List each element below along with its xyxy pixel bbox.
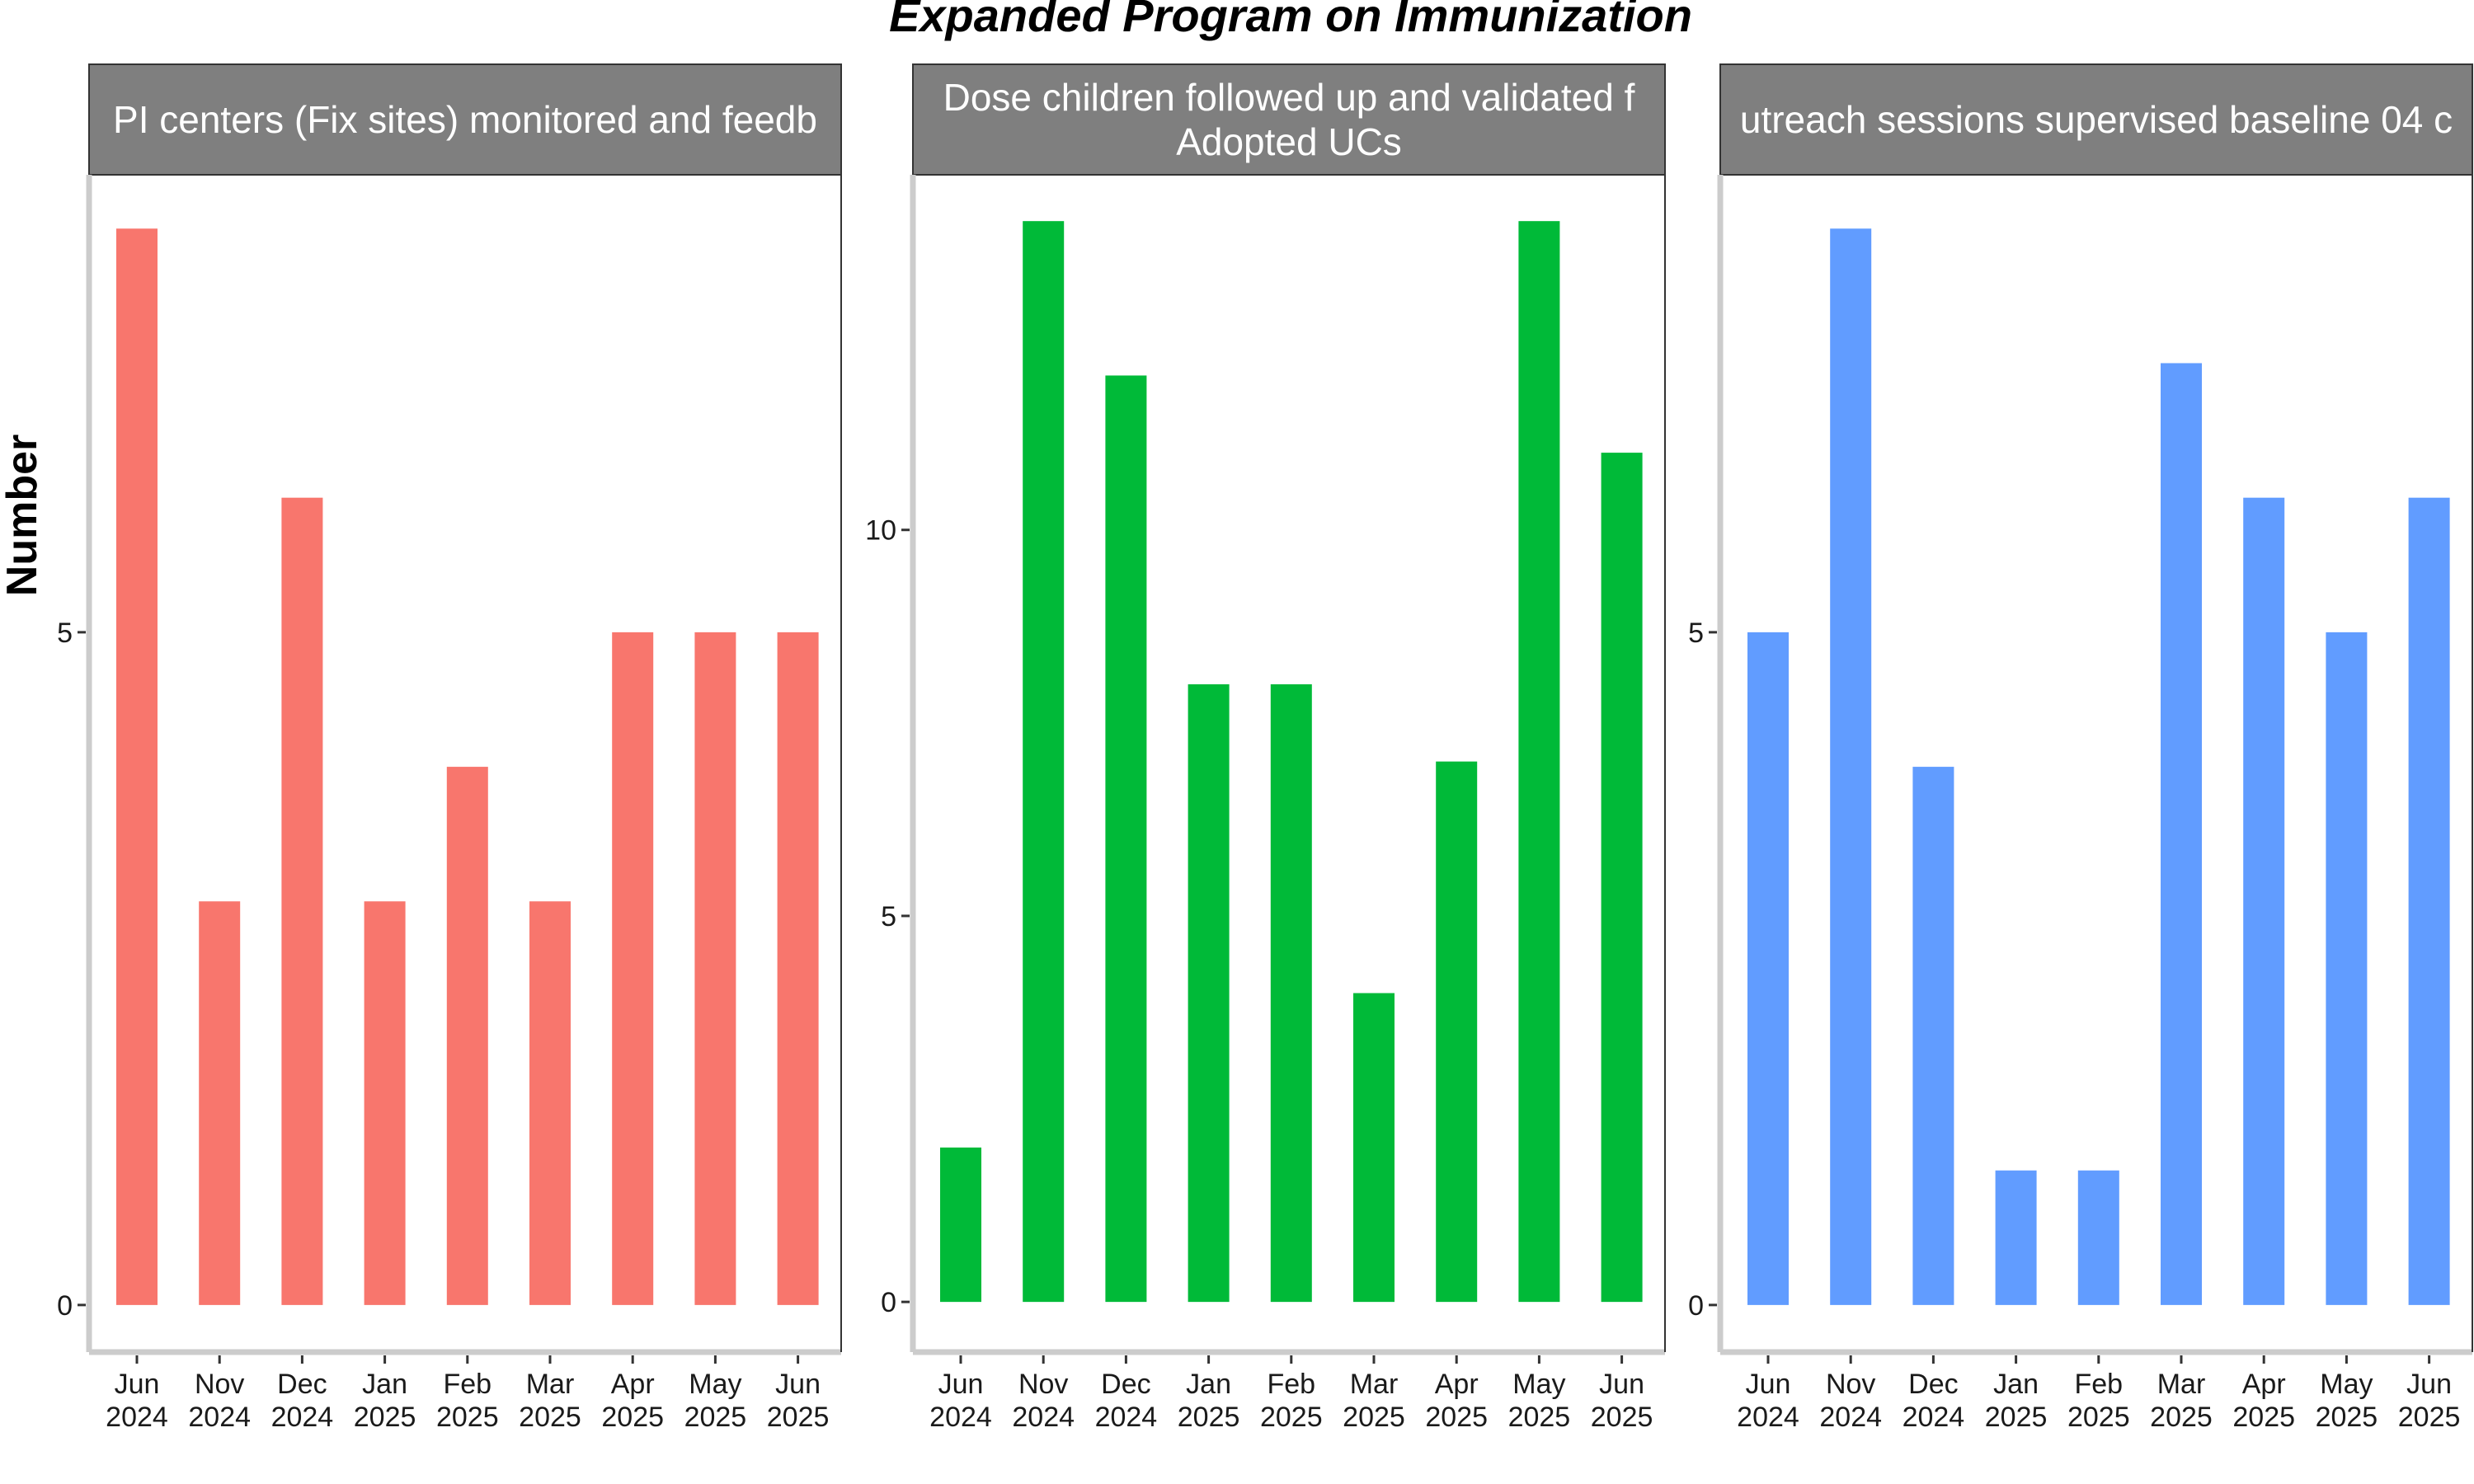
bar-1-9: [777, 632, 819, 1305]
x-tick-label-1-4-year: 2025: [354, 1402, 416, 1433]
y-tick-label-3-5: 5: [1688, 618, 1704, 649]
facet-strip-3: [1719, 63, 2473, 176]
x-tick-label-1-9-month: Jun: [775, 1369, 821, 1400]
bar-3-4: [1995, 1170, 2037, 1305]
facet-strip-label-2-line-1: Dose children followed up and validated …: [943, 76, 1635, 119]
x-tick-label-2-9-month: Jun: [1599, 1369, 1644, 1400]
bar-3-1: [1747, 632, 1789, 1305]
x-tick-label-3-2-year: 2024: [1819, 1402, 1882, 1433]
x-tick-label-2-3-year: 2024: [1095, 1402, 1158, 1433]
bar-1-3: [281, 497, 323, 1305]
x-tick-label-2-1-year: 2024: [929, 1402, 992, 1433]
bar-2-5: [1270, 684, 1312, 1303]
facet-strip-label-2-line-2: Adopted UCs: [1176, 120, 1402, 163]
bar-2-3: [1105, 375, 1147, 1303]
x-tick-label-3-9-year: 2025: [2398, 1402, 2461, 1433]
bar-3-5: [2077, 1170, 2119, 1305]
x-tick-label-1-5-year: 2025: [436, 1402, 499, 1433]
x-tick-label-3-8-month: May: [2320, 1369, 2373, 1400]
bar-1-1: [116, 228, 158, 1305]
x-tick-label-3-6-month: Mar: [2157, 1369, 2206, 1400]
bar-2-6: [1353, 993, 1395, 1303]
x-tick-label-2-4-month: Jan: [1186, 1369, 1231, 1400]
bar-3-6: [2161, 363, 2202, 1305]
bar-3-7: [2243, 497, 2285, 1305]
facet-strip-1: [88, 63, 842, 176]
x-tick-label-2-4-year: 2025: [1178, 1402, 1240, 1433]
x-tick-label-3-4-month: Jan: [1993, 1369, 2039, 1400]
x-tick-label-2-7-month: Apr: [1435, 1369, 1479, 1400]
x-tick-label-2-1-month: Jun: [938, 1369, 984, 1400]
x-tick-label-3-1-year: 2024: [1737, 1402, 1799, 1433]
x-tick-label-1-1-month: Jun: [115, 1369, 160, 1400]
bar-3-8: [2326, 632, 2368, 1305]
y-axis-label: Number: [0, 434, 46, 596]
x-tick-label-2-6-year: 2025: [1343, 1402, 1405, 1433]
y-tick-label-2-10: 10: [865, 515, 896, 547]
bar-2-8: [1518, 221, 1560, 1303]
y-tick-label-2-5: 5: [881, 901, 896, 932]
chart-title: Expanded Program on Immunization: [889, 0, 1692, 41]
bar-3-9: [2408, 497, 2450, 1305]
x-tick-label-2-8-month: May: [1512, 1369, 1565, 1400]
x-tick-label-1-1-year: 2024: [106, 1402, 168, 1433]
x-tick-label-2-3-month: Dec: [1101, 1369, 1150, 1400]
bar-1-2: [199, 901, 241, 1305]
x-tick-label-3-5-year: 2025: [2067, 1402, 2130, 1433]
x-tick-label-3-5-month: Feb: [2075, 1369, 2124, 1400]
x-tick-label-3-9-month: Jun: [2406, 1369, 2452, 1400]
x-tick-label-2-7-year: 2025: [1425, 1402, 1488, 1433]
bar-1-8: [694, 632, 736, 1305]
bar-2-1: [940, 1147, 981, 1303]
bar-2-2: [1023, 221, 1065, 1303]
x-tick-label-2-5-month: Feb: [1268, 1369, 1316, 1400]
bar-1-5: [446, 767, 488, 1305]
bar-2-4: [1188, 684, 1230, 1303]
x-tick-label-1-5-month: Feb: [444, 1369, 492, 1400]
facet-strip-2: [912, 63, 1666, 176]
bar-1-7: [612, 632, 654, 1305]
x-tick-label-1-7-month: Apr: [611, 1369, 655, 1400]
x-tick-label-1-4-month: Jan: [362, 1369, 407, 1400]
x-tick-label-1-8-year: 2025: [684, 1402, 747, 1433]
facet-strip-label-3-line-1: utreach sessions supervised baseline 04 …: [1740, 98, 2453, 141]
x-tick-label-1-2-month: Nov: [195, 1369, 244, 1400]
x-tick-label-1-3-year: 2024: [271, 1402, 334, 1433]
x-tick-label-3-3-year: 2024: [1903, 1402, 1965, 1433]
x-tick-label-1-6-month: Mar: [526, 1369, 575, 1400]
x-tick-label-1-8-month: May: [689, 1369, 741, 1400]
y-tick-label-2-0: 0: [881, 1287, 896, 1318]
y-tick-label-1-5: 5: [57, 618, 73, 649]
x-tick-label-2-2-year: 2024: [1012, 1402, 1075, 1433]
bar-1-6: [529, 901, 571, 1305]
y-tick-label-3-0: 0: [1688, 1290, 1704, 1322]
x-tick-label-3-1-month: Jun: [1746, 1369, 1791, 1400]
bar-1-4: [364, 901, 406, 1305]
x-tick-label-1-2-year: 2024: [188, 1402, 251, 1433]
bar-2-7: [1436, 761, 1478, 1303]
x-tick-label-3-4-year: 2025: [1985, 1402, 2048, 1433]
x-tick-label-3-6-year: 2025: [2150, 1402, 2213, 1433]
x-tick-label-3-2-month: Nov: [1826, 1369, 1875, 1400]
x-tick-label-2-6-month: Mar: [1350, 1369, 1399, 1400]
x-tick-label-2-2-month: Nov: [1018, 1369, 1068, 1400]
x-tick-label-2-5-year: 2025: [1260, 1402, 1323, 1433]
facet-strip-label-1-line-1: PI centers (Fix sites) monitored and fee…: [113, 98, 817, 141]
y-tick-label-1-0: 0: [57, 1290, 73, 1322]
bar-3-3: [1912, 767, 1954, 1305]
x-tick-label-1-3-month: Dec: [277, 1369, 327, 1400]
x-tick-label-3-7-month: Apr: [2242, 1369, 2286, 1400]
bar-3-2: [1830, 228, 1872, 1305]
bar-2-9: [1601, 453, 1643, 1303]
x-tick-label-3-8-year: 2025: [2316, 1402, 2378, 1433]
x-tick-label-2-8-year: 2025: [1508, 1402, 1571, 1433]
x-tick-label-3-3-month: Dec: [1908, 1369, 1958, 1400]
x-tick-label-1-7-year: 2025: [601, 1402, 664, 1433]
x-tick-label-1-9-year: 2025: [767, 1402, 830, 1433]
x-tick-label-1-6-year: 2025: [519, 1402, 581, 1433]
x-tick-label-2-9-year: 2025: [1591, 1402, 1653, 1433]
x-tick-label-3-7-year: 2025: [2232, 1402, 2295, 1433]
